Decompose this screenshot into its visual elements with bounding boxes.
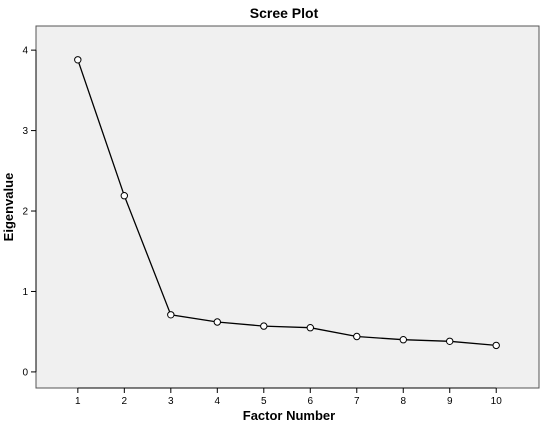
x-tick-label: 10	[491, 396, 503, 407]
data-point	[74, 56, 82, 64]
x-tick-label: 8	[400, 396, 406, 407]
chart-title: Scree Plot	[250, 5, 319, 21]
plot-area	[35, 25, 540, 389]
data-point	[167, 311, 175, 319]
x-axis-ticks: 1 2 3 4 5 6 7 8 9 10	[75, 388, 502, 407]
y-tick-label: 4	[22, 46, 28, 57]
data-point	[353, 332, 361, 341]
y-tick-label: 1	[22, 287, 28, 298]
x-tick-label: 3	[168, 396, 174, 407]
x-tick-label: 5	[261, 396, 267, 407]
x-tick-label: 7	[354, 396, 360, 407]
data-point	[446, 337, 454, 345]
data-point	[399, 336, 407, 344]
x-tick-label: 1	[75, 396, 81, 407]
x-tick-label: 9	[447, 396, 453, 407]
x-tick-label: 2	[122, 396, 128, 407]
y-tick-label: 2	[22, 207, 28, 218]
data-point	[492, 341, 500, 350]
data-points	[74, 56, 500, 350]
y-axis-ticks: 0 1 2 3 4	[22, 46, 36, 378]
y-tick-label: 0	[22, 367, 28, 378]
data-point	[120, 192, 129, 200]
y-tick-label: 3	[22, 126, 28, 137]
data-point	[306, 324, 314, 332]
series-line	[77, 59, 497, 347]
x-tick-label: 4	[215, 396, 221, 407]
x-tick-label: 6	[307, 396, 313, 407]
x-axis-label: Factor Number	[243, 408, 335, 423]
data-point	[213, 318, 222, 326]
data-point	[260, 322, 268, 330]
y-axis-label: Eigenvalue	[1, 173, 16, 242]
